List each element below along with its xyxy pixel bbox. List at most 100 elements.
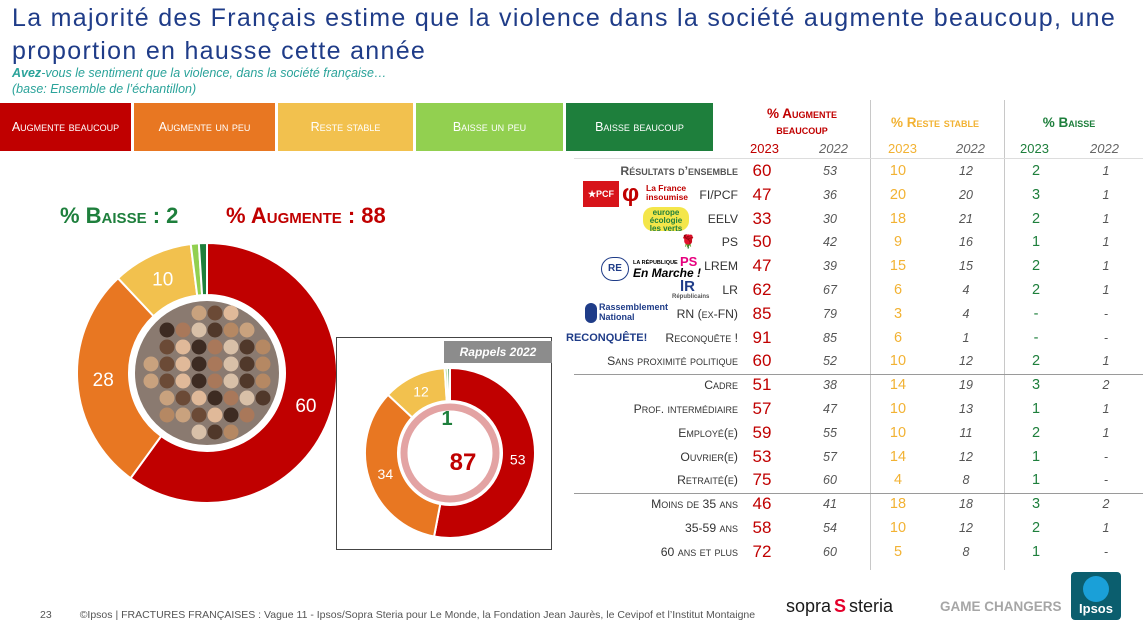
question-rest: -vous le sentiment que la violence, dans…	[41, 66, 387, 80]
cell-s22: 15	[959, 259, 973, 274]
cell-b22: 1	[1102, 521, 1110, 535]
undefined-slice-label-1: 34	[378, 466, 394, 482]
cell-s23: 18	[889, 496, 907, 513]
crowd-face	[255, 390, 271, 406]
cell-b22: -	[1103, 330, 1109, 345]
augmente-total-label: % Augmente : 88	[226, 203, 386, 228]
crowd-face	[159, 373, 175, 389]
table-divider	[574, 493, 1143, 494]
cell-b23: 1	[1031, 234, 1041, 251]
crowd-face	[207, 322, 223, 338]
table-row: Moins de 35 ans 46 41 18 18 3 2	[574, 493, 1143, 517]
table-row: Sans proximité politique 60 52 10 12 2 1	[574, 350, 1143, 374]
cell-a22: 67	[823, 283, 837, 297]
undefined-slice-4	[197, 241, 208, 297]
logo-pcf-icon: ★PCF	[583, 181, 619, 207]
cell-s23: 10	[889, 353, 907, 370]
baisse-total-label: % Baisse : 2	[60, 203, 179, 228]
column-divider	[870, 100, 871, 570]
row-label: LR	[722, 283, 738, 297]
crowd-face	[191, 373, 207, 389]
cell-a23: 60	[752, 161, 772, 180]
undefined-slice-label-1: 28	[93, 370, 114, 391]
year-stable-2023: 2023	[888, 141, 917, 156]
header-stable: % Reste stable	[890, 115, 980, 130]
cell-s23: 10	[889, 163, 907, 179]
undefined-slice-label-2: 12	[413, 383, 429, 399]
cell-a22: 38	[823, 378, 837, 393]
crowd-face	[159, 322, 175, 338]
undefined-slice-0	[129, 241, 338, 504]
crowd-face	[223, 373, 239, 389]
table-row: Résultats d’ensemble 60 53 10 12 2 1	[574, 160, 1143, 184]
crowd-face	[143, 356, 159, 372]
cell-a22: 47	[823, 402, 837, 416]
cell-s22: 11	[959, 425, 973, 440]
cell-s22: 8	[962, 544, 970, 559]
crowd-face	[239, 322, 255, 338]
cell-a23: 51	[752, 375, 772, 395]
cell-a23: 60	[752, 351, 772, 371]
crowd-face	[175, 339, 191, 355]
base-text: (base: Ensemble de l’échantillon)	[12, 82, 197, 96]
cell-s23: 6	[893, 329, 903, 346]
cell-s22: 4	[962, 306, 970, 321]
legend-augmente-un-peu: Augmente un peu	[134, 103, 278, 151]
undefined-slice-0	[432, 366, 536, 539]
cell-s22: 8	[962, 473, 970, 488]
table-row: 60 ans et plus 72 60 5 8 1 -	[574, 541, 1143, 565]
crowd-face	[255, 356, 271, 372]
logo-eelv-icon: europe écologie les verts	[643, 207, 689, 233]
logo-lr-icon: lR Républicains	[672, 278, 710, 300]
table-row: EELV 33 30 18 21 2 1	[574, 208, 1143, 232]
cell-b23: 2	[1031, 282, 1041, 298]
row-label: Moins de 35 ans	[651, 497, 738, 512]
donut-chart-2023: 60 28 10	[76, 241, 338, 504]
row-label: Cadre	[704, 378, 738, 393]
ipsos-mark-icon	[1083, 576, 1109, 602]
cell-s23: 10	[889, 424, 907, 441]
crowd-face	[239, 373, 255, 389]
legend-label: Baisse un peu	[452, 119, 527, 134]
rappels-2022-box	[336, 337, 552, 550]
crowd-face	[239, 407, 255, 423]
crowd-face	[191, 390, 207, 406]
crowd-face	[175, 373, 191, 389]
crowd-face	[191, 356, 207, 372]
logo-reconquete-icon: RECONQUÊTE!	[566, 332, 648, 344]
crowd-face	[223, 322, 239, 338]
table-row: Employé(e) 59 55 10 11 2 1	[574, 422, 1143, 446]
crowd-face	[207, 390, 223, 406]
question-text: Avez-vous le sentiment que la violence, …	[12, 66, 387, 80]
cell-s22: 18	[959, 497, 973, 512]
cell-a22: 39	[823, 259, 837, 274]
year-baisse-2022: 2022	[1090, 141, 1119, 156]
response-legend: Augmente beaucoup Augmente un peu Reste …	[0, 103, 716, 151]
cell-a22: 79	[823, 306, 837, 321]
cell-s22: 12	[959, 521, 973, 535]
cell-s23: 10	[889, 520, 907, 536]
cell-s22: 20	[959, 187, 973, 202]
cell-s23: 14	[889, 377, 907, 394]
cell-b22: 1	[1102, 235, 1110, 250]
cell-b23: 2	[1031, 163, 1041, 179]
row-label: Ouvrier(e)	[680, 449, 738, 464]
cell-a22: 41	[823, 497, 837, 512]
cell-b22: -	[1103, 306, 1109, 321]
undefined-slice-1	[76, 276, 163, 480]
table-divider	[574, 158, 1143, 159]
cell-a22: 55	[823, 425, 837, 440]
page-title: La majorité des Français estime que la v…	[12, 4, 1117, 65]
crowd-face	[207, 356, 223, 372]
cell-b22: -	[1103, 544, 1109, 559]
crowd-face	[191, 305, 207, 321]
cell-s23: 14	[889, 448, 907, 465]
crowd-face	[143, 373, 159, 389]
year-augmente-2023: 2023	[750, 141, 779, 156]
crowd-face	[191, 424, 207, 440]
cell-b23: 1	[1031, 448, 1041, 465]
header-augmente: % Augmente beaucoup	[766, 106, 837, 137]
cell-a23: 72	[752, 541, 772, 561]
logo-enmarche-icon: LA RÉPUBLIQUE En Marche !	[633, 260, 702, 280]
cell-s22: 13	[959, 402, 973, 416]
